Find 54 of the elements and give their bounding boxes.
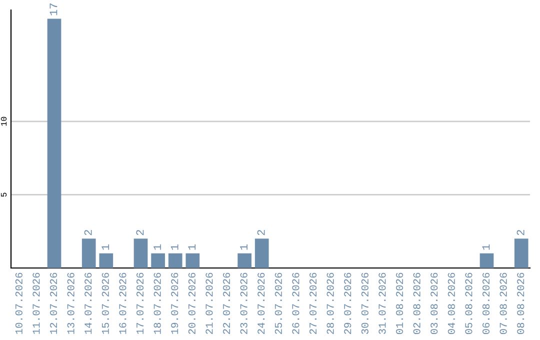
bar: [151, 253, 165, 268]
x-tick-label: 29.07.2026: [344, 272, 352, 334]
x-tick-label: 24.07.2026: [258, 272, 265, 334]
bar: [238, 253, 252, 268]
x-tick-label: 13.07.2026: [67, 272, 74, 334]
data-label: 17: [50, 4, 58, 16]
x-tick-label: 26.07.2026: [292, 272, 300, 334]
x-tick-label: 19.07.2026: [171, 272, 178, 334]
bar: [254, 238, 269, 268]
x-tick-label: 30.07.2026: [361, 272, 368, 334]
x-tick-label: 08.08.2026: [517, 272, 524, 334]
data-label: 1: [154, 244, 161, 250]
bar: [134, 238, 148, 268]
x-tick-label: 28.07.2026: [326, 272, 334, 334]
bar: [82, 238, 96, 268]
data-label: 1: [170, 244, 178, 250]
x-tick-label: 02.08.2026: [413, 272, 420, 334]
bar: [186, 253, 200, 268]
x-tick-label: 04.08.2026: [448, 272, 455, 334]
x-tick-label: 15.07.2026: [102, 272, 109, 334]
bar: [99, 253, 114, 268]
x-tick-label: 03.08.2026: [430, 272, 438, 334]
y-tick-label: 10: [0, 116, 7, 126]
x-tick-label: 25.07.2026: [274, 272, 282, 334]
x-tick-label: 17.07.2026: [136, 272, 144, 334]
x-tick-label: 16.07.2026: [119, 272, 126, 334]
x-tick-label: 14.07.2026: [84, 272, 92, 334]
bar: [168, 253, 182, 268]
bar: [47, 18, 62, 268]
data-label: 2: [84, 230, 92, 236]
data-label: 1: [102, 244, 110, 250]
data-label: 2: [136, 230, 144, 236]
x-tick-label: 21.07.2026: [206, 272, 213, 334]
data-label: 2: [516, 230, 524, 236]
x-tick-label: 22.07.2026: [222, 272, 230, 334]
y-tick-label: 5: [1, 192, 7, 197]
bar: [514, 238, 528, 268]
x-tick-label: 31.07.2026: [378, 272, 386, 334]
data-label: 1: [188, 244, 196, 250]
x-tick-label: 23.07.2026: [240, 272, 248, 334]
x-tick-label: 18.07.2026: [154, 272, 161, 334]
x-tick-label: 10.07.2026: [15, 272, 22, 334]
data-label: 1: [482, 244, 490, 250]
x-tick-label: 01.08.2026: [396, 272, 404, 334]
x-tick-label: 20.07.2026: [188, 272, 196, 334]
x-tick-label: 05.08.2026: [465, 272, 472, 334]
data-label: 2: [257, 230, 265, 236]
x-tick-label: 12.07.2026: [50, 272, 58, 334]
x-tick-label: 27.07.2026: [309, 272, 317, 334]
data-label: 1: [240, 244, 248, 250]
bar: [480, 253, 494, 268]
x-tick-label: 06.08.2026: [482, 272, 490, 334]
x-tick-label: 11.07.2026: [32, 272, 40, 334]
x-tick-label: 07.08.2026: [500, 272, 507, 334]
